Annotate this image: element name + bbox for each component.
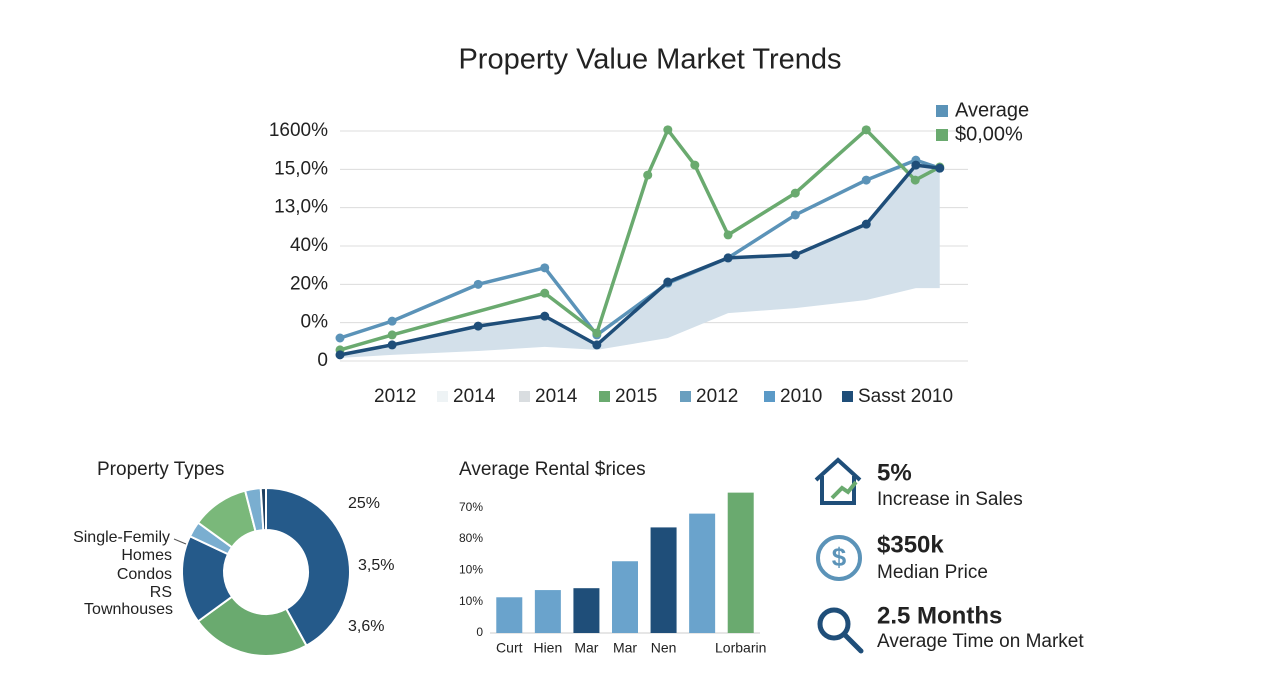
marker — [690, 160, 700, 170]
marker — [790, 210, 800, 220]
marker — [861, 219, 871, 229]
y-tick-label: 80% — [459, 531, 483, 545]
marker — [723, 230, 733, 240]
legend-swatch — [437, 391, 448, 402]
dollar-icon: $ — [816, 535, 862, 581]
legend-label: 2014 — [453, 386, 496, 407]
legend-swatch — [680, 391, 691, 402]
y-tick-label: 10% — [459, 563, 483, 577]
legend-label: 2010 — [780, 386, 822, 407]
bar — [650, 527, 677, 633]
marker — [723, 253, 733, 263]
stat-label: Median Price — [877, 562, 988, 583]
marker — [643, 170, 653, 180]
x-tick-label: Mar — [574, 640, 598, 656]
annotation: 25% — [348, 495, 380, 512]
donut-segment — [265, 486, 351, 647]
x-tick-label: Mar — [613, 640, 637, 656]
segment-label: Single-Femily — [73, 529, 170, 546]
stat-value: 5% — [877, 459, 912, 486]
y-tick-label: 40% — [290, 235, 328, 256]
y-tick-label: 10% — [459, 594, 483, 608]
x-tick-label: Hien — [533, 640, 562, 656]
y-tick-label: 15,0% — [274, 158, 328, 179]
y-tick-label: 1600% — [269, 120, 328, 141]
marker — [540, 263, 550, 273]
legend-swatch — [842, 391, 853, 402]
marker — [790, 250, 800, 260]
segment-label: Condos — [117, 566, 172, 583]
x-tick-label: Nen — [651, 640, 677, 656]
y-tick-label: 0 — [476, 625, 483, 639]
legend-label: 2012 — [374, 386, 416, 407]
bar — [689, 513, 716, 633]
marker — [335, 350, 345, 360]
bar — [573, 588, 600, 633]
y-tick-label: 0 — [317, 350, 328, 371]
marker — [861, 175, 871, 185]
donut-title: Property Types — [97, 459, 224, 480]
marker — [592, 328, 602, 338]
y-tick-label: 70% — [459, 500, 483, 514]
legend-label: $0,00% — [955, 123, 1023, 145]
legend-label: 2015 — [615, 386, 657, 407]
legend-swatch — [936, 105, 948, 117]
marker — [592, 340, 602, 350]
marker — [387, 316, 397, 326]
line — [339, 128, 941, 352]
marker — [935, 163, 945, 173]
leader-line — [173, 538, 187, 545]
marker — [911, 160, 921, 170]
bar-title: Average Rental $rices — [459, 459, 646, 480]
legend-swatch — [936, 129, 948, 141]
legend-swatch — [764, 391, 775, 402]
x-tick-label: Lorbarin — [715, 640, 766, 656]
segment-label: Townhouses — [84, 601, 173, 618]
bar — [496, 597, 523, 633]
legend-label: Average — [955, 99, 1029, 121]
marker — [473, 321, 483, 331]
legend-swatch — [519, 391, 530, 402]
marker — [540, 288, 550, 298]
annotation: 3,5% — [358, 557, 394, 574]
segment-label: RS — [150, 584, 172, 601]
marker — [790, 188, 800, 198]
stat-label: Average Time on Market — [877, 631, 1084, 652]
donut-segment — [259, 486, 267, 532]
house-icon — [814, 457, 862, 505]
bar — [612, 561, 638, 633]
y-tick-label: 0% — [301, 312, 329, 333]
svg-text:$: $ — [832, 542, 847, 572]
marker — [387, 330, 397, 340]
y-tick-label: 20% — [290, 273, 328, 294]
marker — [663, 125, 673, 135]
marker — [387, 340, 397, 350]
legend-label: 2012 — [696, 386, 738, 407]
area — [340, 165, 940, 358]
search-icon — [817, 607, 864, 654]
marker — [335, 333, 345, 343]
bar — [727, 492, 754, 633]
legend-label: 2014 — [535, 386, 578, 407]
marker — [663, 277, 673, 287]
x-tick-label: Curt — [496, 640, 523, 656]
segment-label: Homes — [121, 547, 172, 564]
chart-title: Property Value Market Trends — [458, 44, 841, 76]
marker — [540, 311, 550, 321]
stat-value: 2.5 Months — [877, 602, 1002, 629]
annotation: 3,6% — [348, 618, 384, 635]
marker — [861, 125, 871, 135]
stat-value: $350k — [877, 531, 944, 558]
stat-label: Increase in Sales — [877, 489, 1023, 510]
bar — [534, 590, 561, 633]
marker — [910, 175, 920, 185]
marker — [473, 279, 483, 289]
legend-label: Sasst 2010 — [858, 386, 953, 407]
y-tick-label: 13,0% — [274, 197, 328, 218]
legend-swatch — [599, 391, 610, 402]
